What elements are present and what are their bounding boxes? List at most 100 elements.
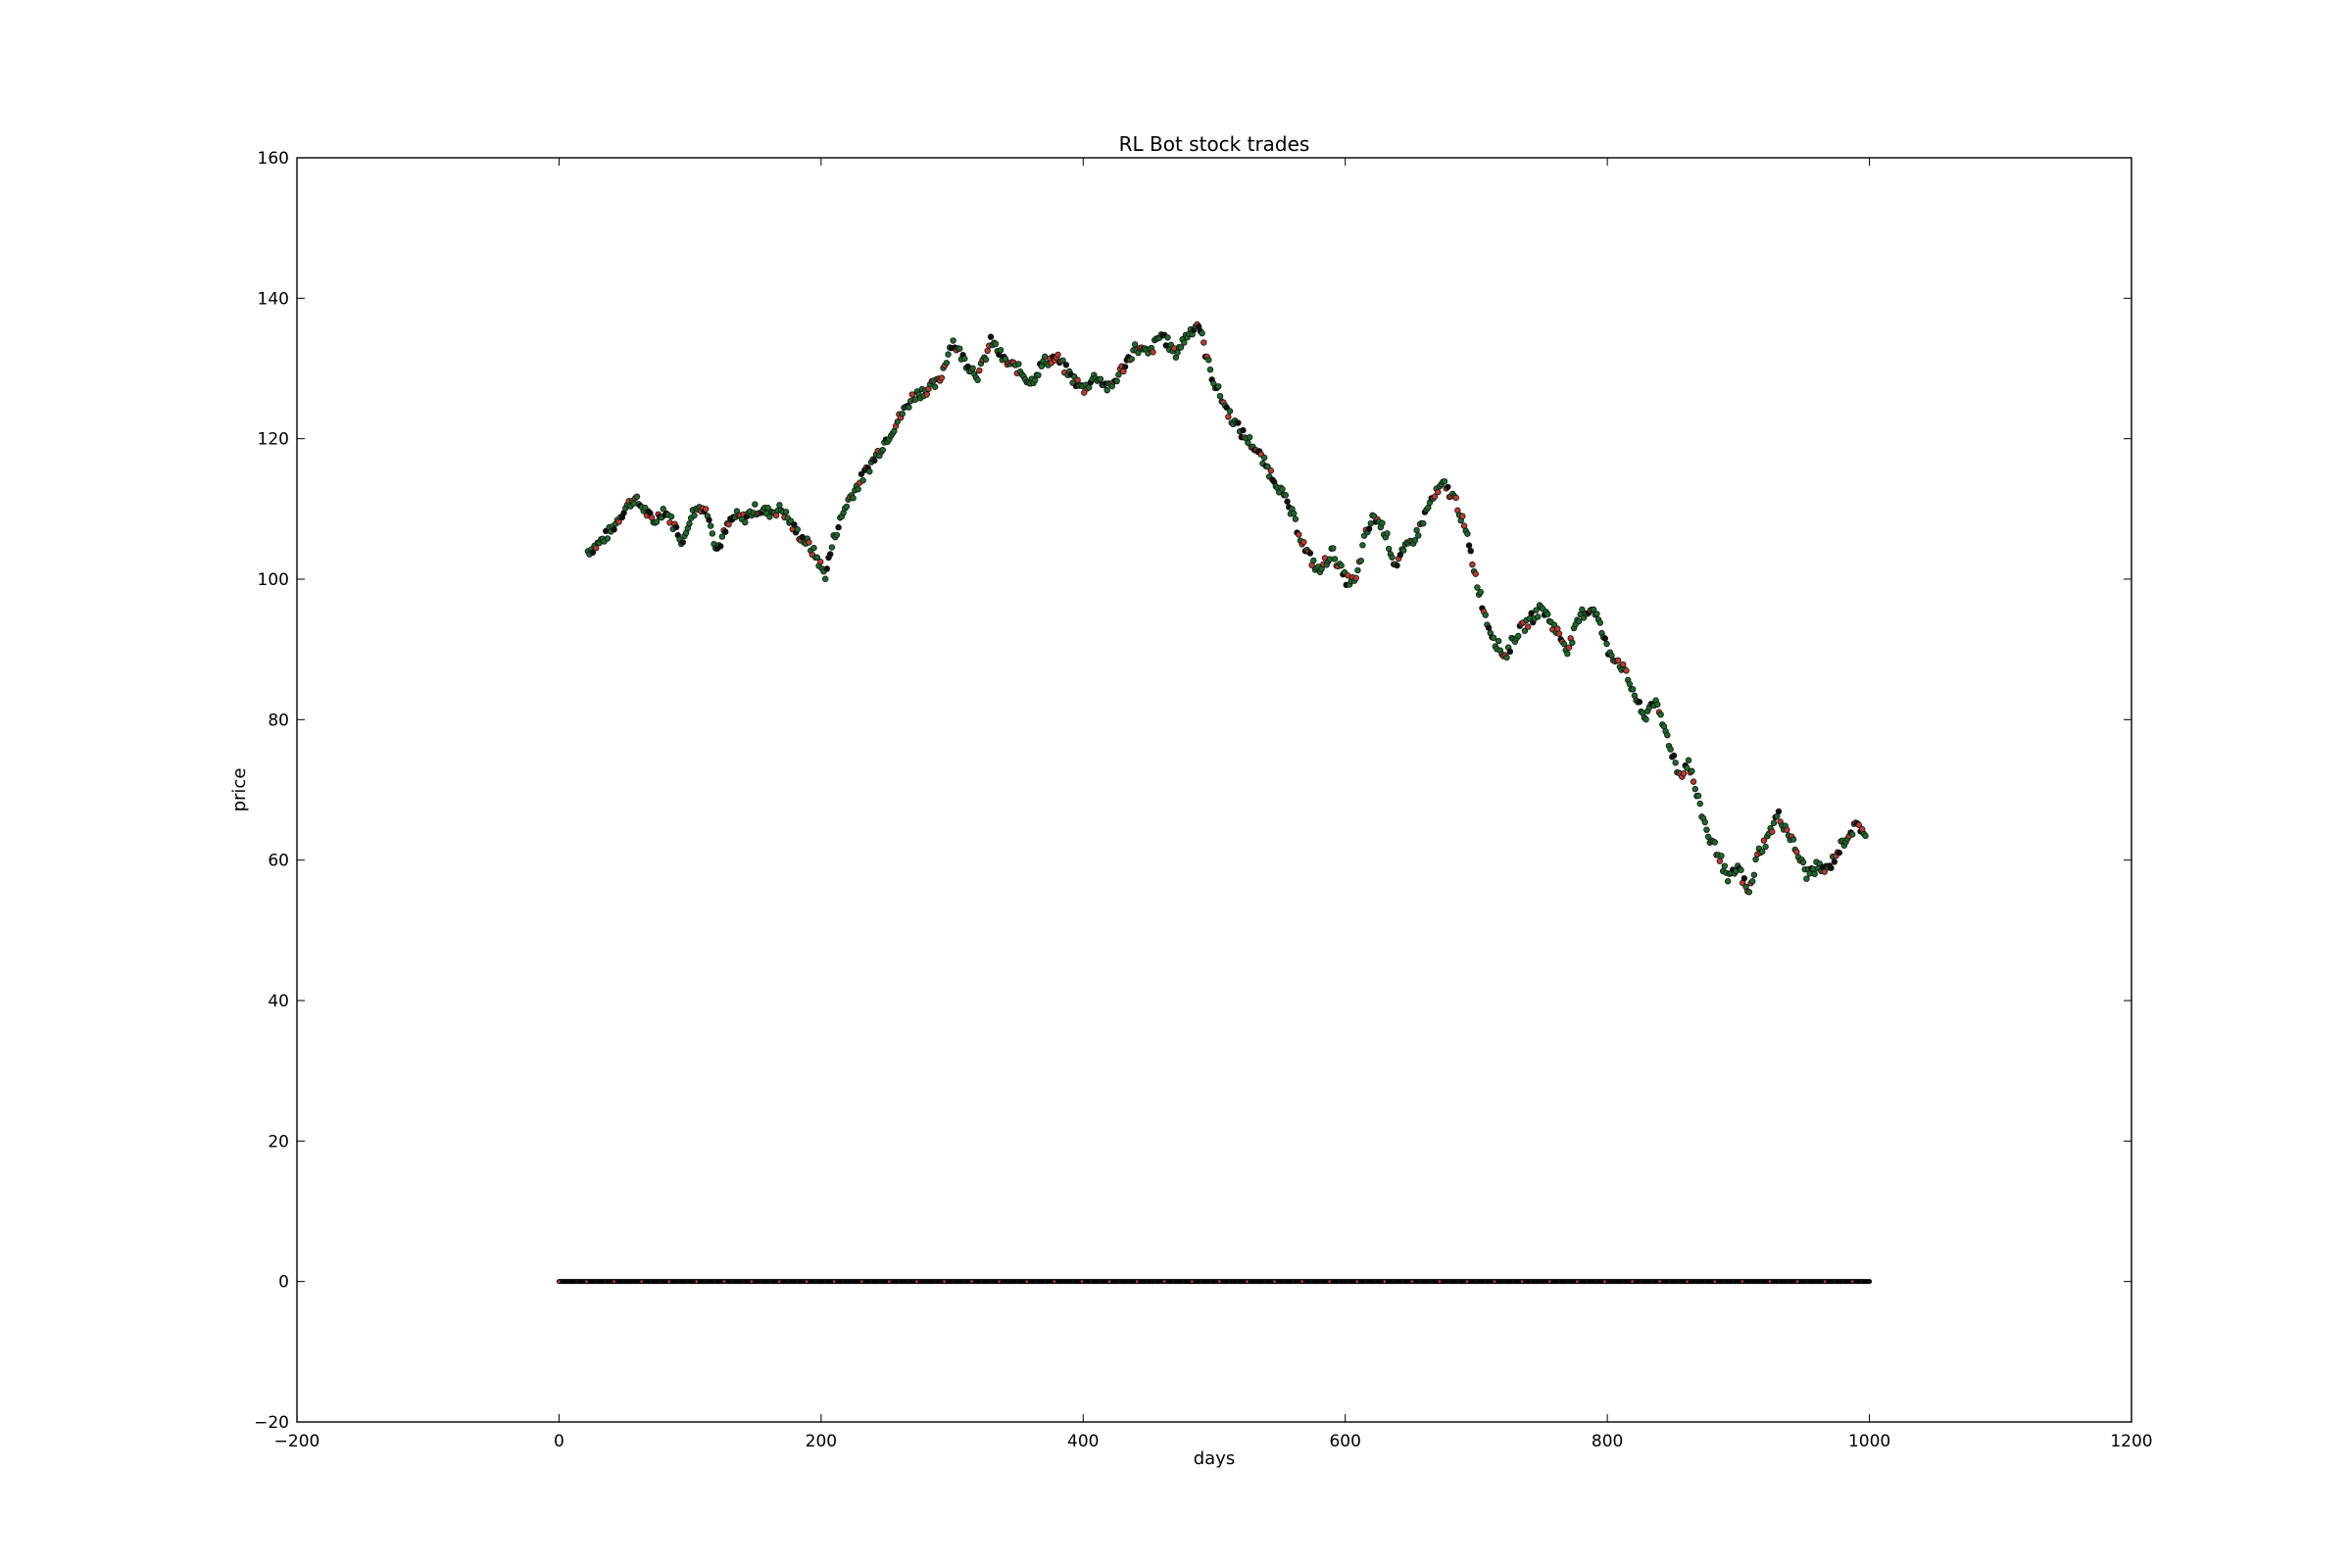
price-point	[1177, 344, 1185, 351]
baseline-point	[887, 1280, 891, 1284]
baseline-point	[933, 1280, 937, 1284]
price-point	[1601, 635, 1609, 642]
y-tick-label: 100	[258, 570, 289, 590]
price-point	[1031, 376, 1039, 384]
price-point	[1225, 414, 1232, 420]
price-point	[791, 521, 798, 528]
price-point	[1636, 698, 1643, 706]
price-point	[1485, 624, 1493, 631]
price-point	[589, 549, 597, 557]
price-point	[1206, 366, 1214, 373]
price-point	[1441, 477, 1448, 485]
baseline-point	[1246, 1280, 1249, 1284]
baseline-point	[1309, 1280, 1313, 1284]
baseline-point	[1126, 1280, 1130, 1284]
y-axis-label: price	[229, 768, 250, 812]
price-point	[974, 376, 981, 384]
price-point	[1654, 701, 1661, 709]
y-tick-label: 0	[278, 1273, 289, 1293]
price-point	[1701, 818, 1708, 826]
price-point	[1811, 870, 1818, 878]
price-point	[1528, 610, 1535, 616]
baseline-point	[1374, 1280, 1377, 1284]
price-point	[1240, 426, 1247, 434]
baseline-point	[1493, 1280, 1496, 1284]
price-point	[1603, 640, 1610, 648]
price-point	[1199, 329, 1205, 337]
baseline-point	[796, 1280, 800, 1284]
price-point	[1579, 606, 1586, 613]
price-point	[1081, 389, 1088, 396]
price-point	[1235, 419, 1242, 426]
y-tick-label: 80	[268, 710, 289, 730]
price-point	[1059, 357, 1066, 365]
price-point	[1164, 334, 1171, 341]
price-point	[633, 493, 641, 500]
baseline-point	[823, 1280, 827, 1284]
baseline-point	[603, 1280, 607, 1284]
price-point	[1789, 836, 1797, 843]
plot-area	[296, 157, 2132, 1423]
price-point	[813, 554, 821, 562]
price-point	[1575, 617, 1583, 625]
price-point	[1544, 611, 1551, 617]
price-point	[1411, 536, 1419, 544]
baseline-point	[878, 1280, 882, 1284]
baseline-point	[952, 1280, 956, 1284]
price-point	[1181, 339, 1188, 346]
price-point	[718, 533, 726, 540]
baseline-point	[897, 1280, 901, 1284]
baseline-point	[1502, 1280, 1505, 1284]
price-point	[1389, 554, 1396, 561]
baseline-point	[1814, 1280, 1818, 1284]
ticks-layer: −200 0 200 400 600 800 1000 1200−20020406080100…	[254, 149, 2153, 1451]
baseline-point	[1291, 1280, 1295, 1284]
baseline-point	[1044, 1280, 1047, 1284]
x-axis-label: days	[1194, 1448, 1236, 1469]
price-point	[1282, 492, 1290, 499]
price-point	[1831, 858, 1838, 865]
price-point	[850, 495, 857, 502]
baseline-point	[1419, 1280, 1423, 1284]
baseline-point	[1383, 1280, 1387, 1284]
price-point	[660, 506, 666, 513]
baseline-point	[1686, 1280, 1690, 1284]
price-point	[858, 470, 865, 477]
price-point	[1465, 542, 1473, 549]
baseline-point	[1208, 1280, 1212, 1284]
price-point	[1474, 584, 1481, 591]
price-point	[1396, 551, 1404, 559]
price-point	[956, 345, 963, 352]
baseline-point	[924, 1280, 928, 1284]
price-point	[855, 485, 861, 493]
baseline-point	[1520, 1280, 1524, 1284]
price-point	[1762, 843, 1769, 851]
price-point	[1657, 710, 1664, 718]
baseline-point	[1768, 1280, 1772, 1284]
baseline-point	[1547, 1280, 1551, 1284]
y-tick-label: 140	[258, 289, 289, 309]
price-point	[1292, 515, 1299, 522]
baseline-point	[1511, 1280, 1515, 1284]
baseline-point	[1475, 1280, 1478, 1284]
price-point	[816, 559, 824, 565]
price-point	[1740, 875, 1748, 882]
price-point	[859, 476, 866, 484]
baseline-point	[1658, 1280, 1662, 1284]
price-point	[987, 333, 995, 340]
baseline-point	[1071, 1280, 1074, 1284]
baseline-point	[1722, 1280, 1726, 1284]
baseline-point	[1539, 1280, 1543, 1284]
price-point	[1769, 828, 1776, 835]
price-point	[686, 520, 693, 527]
price-point	[1623, 667, 1630, 674]
price-point	[899, 411, 906, 417]
baseline-point	[630, 1280, 634, 1284]
baseline-point	[1172, 1280, 1175, 1284]
price-point	[1770, 819, 1778, 827]
y-tick-label: 60	[268, 852, 289, 871]
price-point	[1459, 513, 1466, 519]
price-point	[1054, 351, 1061, 359]
marks-layer	[556, 320, 1873, 1285]
